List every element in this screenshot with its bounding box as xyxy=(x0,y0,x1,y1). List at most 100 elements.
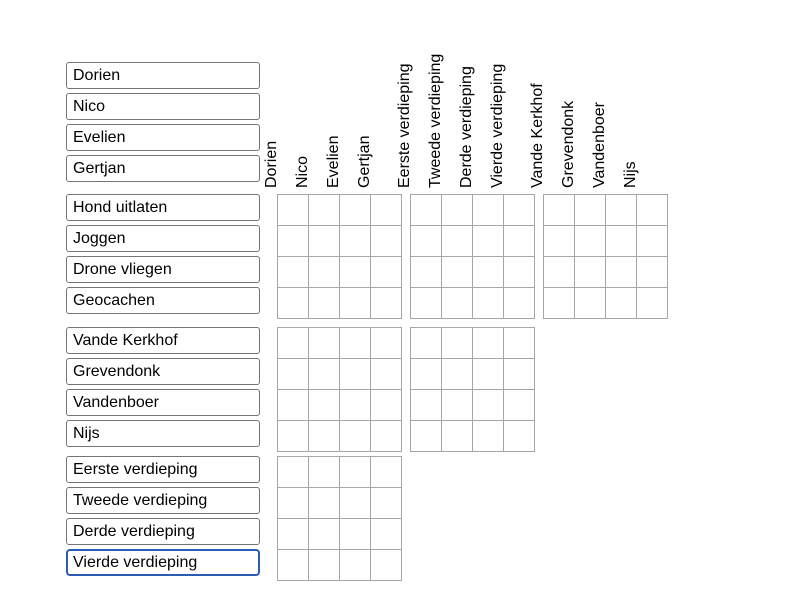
grid-cell[interactable] xyxy=(503,327,535,359)
row-label-derde-verdieping[interactable] xyxy=(66,518,260,545)
grid-cell[interactable] xyxy=(472,358,504,390)
grid-cell[interactable] xyxy=(339,487,371,519)
grid-cell[interactable] xyxy=(339,194,371,226)
grid-cell[interactable] xyxy=(339,256,371,288)
grid-cell[interactable] xyxy=(503,256,535,288)
grid-cell[interactable] xyxy=(410,389,442,421)
grid-cell[interactable] xyxy=(370,549,402,581)
grid-cell[interactable] xyxy=(277,487,309,519)
grid-cell[interactable] xyxy=(339,456,371,488)
row-label-nijs[interactable] xyxy=(66,420,260,447)
grid-cell[interactable] xyxy=(370,287,402,319)
grid-cell[interactable] xyxy=(441,287,473,319)
grid-cell[interactable] xyxy=(503,420,535,452)
grid-cell[interactable] xyxy=(574,287,606,319)
grid-cell[interactable] xyxy=(339,389,371,421)
row-label-dorien[interactable] xyxy=(66,62,260,89)
grid-cell[interactable] xyxy=(370,194,402,226)
grid-cell[interactable] xyxy=(308,225,340,257)
grid-cell[interactable] xyxy=(308,194,340,226)
grid-cell[interactable] xyxy=(636,256,668,288)
grid-cell[interactable] xyxy=(339,287,371,319)
grid-cell[interactable] xyxy=(410,287,442,319)
grid-cell[interactable] xyxy=(277,287,309,319)
grid-cell[interactable] xyxy=(308,389,340,421)
grid-cell[interactable] xyxy=(441,327,473,359)
grid-cell[interactable] xyxy=(370,420,402,452)
row-label-hond-uitlaten[interactable] xyxy=(66,194,260,221)
grid-cell[interactable] xyxy=(370,389,402,421)
grid-cell[interactable] xyxy=(308,456,340,488)
grid-cell[interactable] xyxy=(472,225,504,257)
grid-cell[interactable] xyxy=(339,327,371,359)
grid-cell[interactable] xyxy=(308,256,340,288)
grid-cell[interactable] xyxy=(574,225,606,257)
row-label-vande-kerkhof[interactable] xyxy=(66,327,260,354)
grid-cell[interactable] xyxy=(277,518,309,550)
row-label-evelien[interactable] xyxy=(66,124,260,151)
grid-cell[interactable] xyxy=(410,256,442,288)
grid-cell[interactable] xyxy=(370,225,402,257)
grid-cell[interactable] xyxy=(410,225,442,257)
grid-cell[interactable] xyxy=(339,358,371,390)
row-label-joggen[interactable] xyxy=(66,225,260,252)
grid-cell[interactable] xyxy=(441,389,473,421)
grid-cell[interactable] xyxy=(308,327,340,359)
grid-cell[interactable] xyxy=(339,225,371,257)
grid-cell[interactable] xyxy=(472,194,504,226)
grid-cell[interactable] xyxy=(410,420,442,452)
row-label-eerste-verdieping[interactable] xyxy=(66,456,260,483)
grid-cell[interactable] xyxy=(339,549,371,581)
grid-cell[interactable] xyxy=(410,327,442,359)
grid-cell[interactable] xyxy=(277,456,309,488)
grid-cell[interactable] xyxy=(370,358,402,390)
grid-cell[interactable] xyxy=(472,420,504,452)
grid-cell[interactable] xyxy=(503,358,535,390)
grid-cell[interactable] xyxy=(605,287,637,319)
row-label-gertjan[interactable] xyxy=(66,155,260,182)
row-label-vierde-verdieping[interactable] xyxy=(66,549,260,576)
grid-cell[interactable] xyxy=(308,287,340,319)
grid-cell[interactable] xyxy=(503,194,535,226)
grid-cell[interactable] xyxy=(308,358,340,390)
grid-cell[interactable] xyxy=(370,456,402,488)
grid-cell[interactable] xyxy=(410,358,442,390)
grid-cell[interactable] xyxy=(503,287,535,319)
grid-cell[interactable] xyxy=(472,327,504,359)
grid-cell[interactable] xyxy=(441,194,473,226)
grid-cell[interactable] xyxy=(308,549,340,581)
grid-cell[interactable] xyxy=(503,225,535,257)
grid-cell[interactable] xyxy=(636,194,668,226)
grid-cell[interactable] xyxy=(370,487,402,519)
grid-cell[interactable] xyxy=(636,287,668,319)
grid-cell[interactable] xyxy=(636,225,668,257)
grid-cell[interactable] xyxy=(543,256,575,288)
grid-cell[interactable] xyxy=(277,389,309,421)
grid-cell[interactable] xyxy=(277,225,309,257)
grid-cell[interactable] xyxy=(277,327,309,359)
grid-cell[interactable] xyxy=(441,420,473,452)
grid-cell[interactable] xyxy=(605,194,637,226)
grid-cell[interactable] xyxy=(543,194,575,226)
grid-cell[interactable] xyxy=(370,256,402,288)
row-label-tweede-verdieping[interactable] xyxy=(66,487,260,514)
grid-cell[interactable] xyxy=(277,256,309,288)
grid-cell[interactable] xyxy=(410,194,442,226)
grid-cell[interactable] xyxy=(308,518,340,550)
grid-cell[interactable] xyxy=(605,256,637,288)
grid-cell[interactable] xyxy=(472,256,504,288)
grid-cell[interactable] xyxy=(503,389,535,421)
grid-cell[interactable] xyxy=(277,358,309,390)
row-label-nico[interactable] xyxy=(66,93,260,120)
row-label-vandenboer[interactable] xyxy=(66,389,260,416)
grid-cell[interactable] xyxy=(277,549,309,581)
row-label-drone-vliegen[interactable] xyxy=(66,256,260,283)
row-label-geocachen[interactable] xyxy=(66,287,260,314)
grid-cell[interactable] xyxy=(277,194,309,226)
grid-cell[interactable] xyxy=(605,225,637,257)
grid-cell[interactable] xyxy=(339,420,371,452)
grid-cell[interactable] xyxy=(574,256,606,288)
grid-cell[interactable] xyxy=(543,225,575,257)
grid-cell[interactable] xyxy=(441,358,473,390)
grid-cell[interactable] xyxy=(308,487,340,519)
